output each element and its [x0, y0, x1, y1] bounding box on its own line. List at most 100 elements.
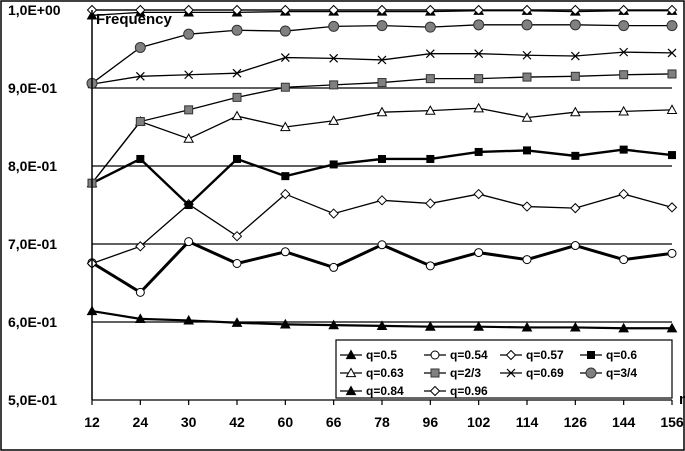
data-point — [425, 261, 435, 271]
legend-label: q=0.69 — [526, 366, 564, 380]
legend-label: q=2/3 — [450, 366, 481, 380]
data-point — [571, 151, 580, 160]
legend-label: q=3/4 — [606, 366, 637, 380]
y-tick-label: 9,0E-01 — [8, 80, 57, 96]
legend-label: q=0.96 — [450, 384, 488, 398]
data-point — [569, 19, 581, 31]
data-point — [376, 20, 388, 32]
data-point — [184, 201, 193, 209]
legend-label: q=0.6 — [606, 348, 637, 362]
data-point — [521, 201, 533, 212]
data-point — [231, 317, 243, 327]
data-point — [522, 72, 532, 82]
data-point — [134, 313, 146, 323]
data-point — [426, 154, 435, 163]
data-point — [430, 368, 440, 378]
data-point — [667, 69, 677, 79]
data-point — [425, 198, 436, 209]
data-point — [473, 102, 485, 113]
data-point — [135, 4, 146, 16]
data-point — [474, 74, 484, 84]
legend-label: q=0.57 — [526, 348, 564, 362]
legend-label: q=0.5 — [366, 348, 397, 362]
legend-item: q=0.69 — [500, 366, 564, 380]
data-point — [666, 322, 678, 333]
data-point — [666, 20, 678, 32]
legend-label: q=0.54 — [450, 348, 488, 362]
data-point — [666, 4, 678, 16]
x-tick-label: 78 — [374, 414, 390, 430]
data-point — [424, 105, 436, 115]
data-point — [280, 4, 291, 16]
data-point — [328, 20, 340, 32]
data-point — [345, 349, 357, 360]
x-tick-label: 126 — [564, 414, 588, 430]
data-point — [232, 259, 242, 268]
legend-item: q=0.63 — [340, 366, 404, 380]
data-point — [231, 110, 243, 121]
y-tick-label: 5,0E-01 — [8, 392, 57, 408]
data-point — [231, 230, 243, 242]
data-point — [521, 4, 533, 16]
data-point — [618, 322, 630, 333]
data-point — [424, 321, 436, 331]
x-tick-label: 66 — [326, 414, 342, 430]
data-point — [377, 240, 387, 250]
data-point — [231, 24, 243, 36]
data-point — [668, 151, 676, 160]
data-point — [281, 172, 290, 181]
x-tick-label: 96 — [423, 414, 439, 430]
x-tick-label: 30 — [181, 414, 197, 430]
data-point — [473, 19, 485, 31]
data-point — [619, 47, 629, 57]
data-point — [378, 154, 386, 163]
data-point — [521, 112, 533, 122]
data-point — [521, 321, 533, 332]
x-tick-label: 60 — [278, 414, 294, 430]
data-point — [328, 115, 340, 125]
data-point — [618, 105, 630, 116]
data-point — [279, 121, 291, 132]
data-point — [345, 385, 357, 396]
data-point — [135, 287, 145, 297]
data-point — [233, 154, 241, 163]
data-point — [183, 28, 195, 40]
data-point — [424, 21, 436, 33]
x-axis-title: n — [679, 391, 685, 408]
data-point — [183, 4, 194, 16]
data-point — [506, 368, 516, 378]
data-point — [328, 208, 339, 219]
legend: q=0.5 q=0.54 q=0.57 q=0.6 q=0.63 q=2/3 q=0.69 q… — [335, 339, 673, 399]
data-point — [280, 82, 290, 92]
data-point — [329, 53, 339, 63]
series-q-2-3 — [87, 69, 677, 188]
y-tick-label: 6,0E-01 — [8, 314, 57, 330]
series-q-0-96 — [86, 4, 678, 16]
legend-item: q=2/3 — [424, 366, 481, 380]
data-point — [618, 188, 629, 200]
data-point — [666, 104, 678, 114]
legend-item: q=3/4 — [580, 366, 637, 380]
x-tick-label: 24 — [133, 414, 149, 430]
data-point — [619, 145, 628, 154]
legend-item: q=0.54 — [424, 348, 488, 362]
data-point — [523, 146, 531, 155]
data-point — [329, 160, 338, 169]
legend-item: q=0.96 — [424, 384, 488, 398]
legend-item: q=0.84 — [340, 384, 404, 398]
data-point — [570, 71, 580, 81]
series-q-3-4 — [86, 19, 678, 89]
data-point — [570, 4, 581, 16]
y-tick-label: 8,0E-01 — [8, 158, 57, 174]
data-point — [329, 262, 339, 272]
data-point — [474, 49, 484, 59]
data-point — [136, 154, 145, 163]
series-q-0-6 — [88, 145, 676, 209]
data-point — [376, 320, 388, 330]
data-point — [667, 48, 677, 58]
legend-label: q=0.63 — [366, 366, 404, 380]
data-point — [134, 41, 146, 53]
data-point — [569, 321, 581, 332]
x-tick-label: 114 — [516, 414, 539, 430]
